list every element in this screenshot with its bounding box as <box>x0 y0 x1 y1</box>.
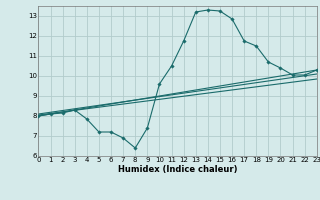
X-axis label: Humidex (Indice chaleur): Humidex (Indice chaleur) <box>118 165 237 174</box>
